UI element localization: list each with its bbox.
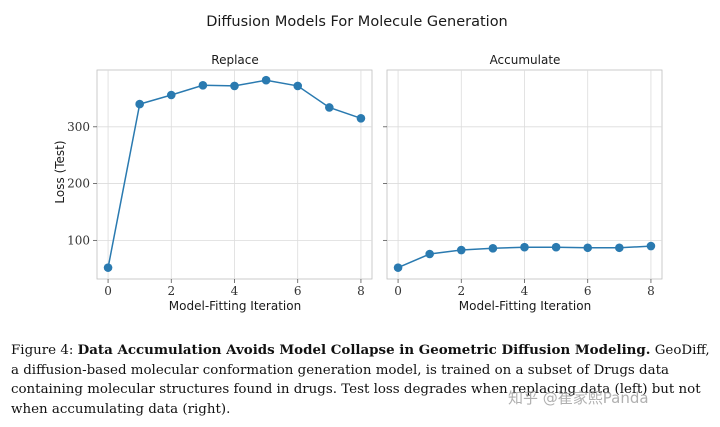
replace-data-point xyxy=(135,99,144,109)
accumulate-data-point xyxy=(520,242,529,252)
accumulate-grid xyxy=(383,70,662,283)
accumulate-data-point xyxy=(583,243,593,253)
replace-y-tick-label: 300 xyxy=(67,120,90,134)
replace-x-axis-label: Model-Fitting Iteration xyxy=(169,299,301,313)
replace-x-tick-label: 0 xyxy=(104,284,112,298)
replace-data-point xyxy=(293,81,303,91)
figure-caption: Figure 4: Data Accumulation Avoids Model… xyxy=(11,341,711,419)
accumulate-points xyxy=(393,241,656,272)
caption-prefix: Figure 4: xyxy=(11,343,78,358)
caption-body: GeoDiff, a diffusion-based molecular con… xyxy=(11,343,710,417)
accumulate-x-ticks: 0 2 4 6 8 xyxy=(394,284,655,298)
caption-bold-title: Data Accumulation Avoids Model Collapse … xyxy=(77,342,651,358)
figure: Diffusion Models For Molecule Generation… xyxy=(53,14,663,313)
accumulate-x-axis-label: Model-Fitting Iteration xyxy=(459,299,591,313)
accumulate-data-point xyxy=(646,241,656,251)
accumulate-x-tick-label: 0 xyxy=(394,284,402,298)
accumulate-x-tick-label: 2 xyxy=(457,284,465,298)
replace-panel: Replace 100 200 300 0 2 4 6 8 Model-Fitting It… xyxy=(67,53,373,313)
replace-data-point xyxy=(356,113,366,123)
accumulate-data-point xyxy=(456,245,466,255)
replace-y-tick-label: 100 xyxy=(67,233,90,247)
accumulate-data-point xyxy=(551,242,561,252)
replace-y-ticks: 100 200 300 xyxy=(67,120,90,248)
replace-data-point xyxy=(103,263,113,272)
accumulate-panel: Accumulate 0 2 4 6 8 Model-Fitting Iteration xyxy=(383,53,663,313)
replace-x-tick-label: 2 xyxy=(167,284,175,298)
y-axis-label: Loss (Test) xyxy=(53,140,67,203)
accumulate-panel-title: Accumulate xyxy=(490,53,561,67)
replace-panel-title: Replace xyxy=(211,53,258,67)
replace-data-point xyxy=(261,75,271,85)
replace-y-tick-label: 200 xyxy=(67,177,90,191)
replace-data-point xyxy=(230,81,239,91)
accumulate-data-point xyxy=(425,249,434,259)
replace-data-point xyxy=(325,103,334,112)
accumulate-data-point xyxy=(488,244,498,253)
accumulate-data-point xyxy=(615,243,624,253)
replace-grid xyxy=(93,70,372,283)
accumulate-data-point xyxy=(393,263,403,272)
replace-x-ticks: 0 2 4 6 8 xyxy=(104,284,365,298)
accumulate-x-tick-label: 4 xyxy=(521,284,529,298)
replace-data-point xyxy=(166,90,176,100)
figure-suptitle: Diffusion Models For Molecule Generation xyxy=(206,14,508,30)
replace-x-tick-label: 4 xyxy=(231,284,239,298)
replace-x-tick-label: 6 xyxy=(294,284,302,298)
replace-x-tick-label: 8 xyxy=(357,284,365,298)
accumulate-x-tick-label: 8 xyxy=(647,284,655,298)
replace-data-point xyxy=(198,81,208,90)
watermark: 知乎 @崔家熙Panda xyxy=(508,389,649,407)
replace-points xyxy=(103,75,366,272)
accumulate-x-tick-label: 6 xyxy=(584,284,592,298)
